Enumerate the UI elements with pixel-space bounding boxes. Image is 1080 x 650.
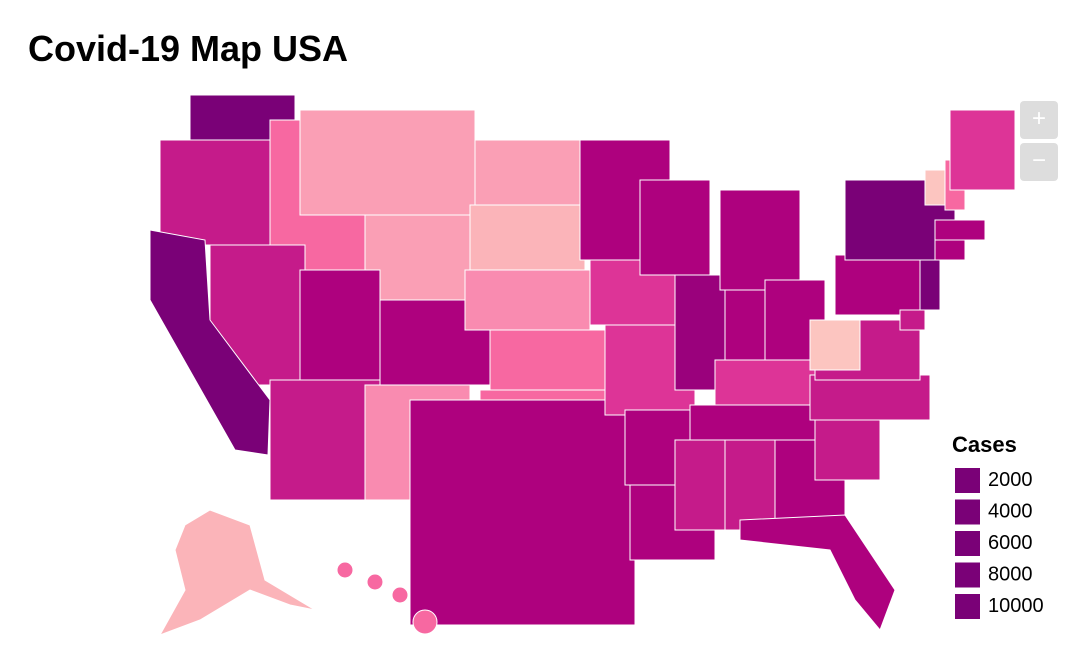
legend-swatch (955, 499, 980, 525)
state (934, 219, 986, 241)
state (809, 319, 861, 371)
state (934, 239, 966, 261)
state (689, 404, 831, 446)
state (299, 269, 381, 381)
legend-swatch (955, 562, 980, 588)
zoom-in-button[interactable]: + (1020, 101, 1058, 139)
legend-label: 4000 (988, 500, 1033, 522)
legend-label: 8000 (988, 563, 1033, 585)
legend-title: Cases (952, 432, 1017, 457)
state (724, 439, 776, 531)
state (469, 204, 586, 276)
state (834, 254, 926, 316)
state (714, 359, 826, 406)
state (149, 229, 271, 456)
state (391, 586, 409, 604)
state (269, 379, 381, 501)
state (949, 109, 1016, 191)
legend-label: 6000 (988, 532, 1033, 554)
legend-swatch (955, 531, 980, 556)
state (364, 214, 476, 301)
page-title: Covid-19 Map USA (28, 28, 349, 69)
legend-swatch (955, 594, 980, 619)
state (719, 189, 801, 291)
state (336, 561, 354, 579)
state (489, 329, 606, 391)
state (159, 139, 286, 246)
state (899, 309, 926, 331)
zoom-out-button[interactable]: − (1020, 143, 1058, 181)
state (814, 414, 881, 481)
state (299, 109, 476, 216)
state (464, 269, 591, 331)
state (366, 573, 384, 591)
state (158, 509, 316, 636)
state (739, 514, 896, 631)
state (412, 609, 438, 635)
legend: 2000 4000 6000 8000 10000 (955, 468, 1044, 619)
state (924, 169, 946, 206)
state (674, 439, 726, 531)
legend-swatch (955, 468, 980, 493)
state (474, 139, 581, 206)
state (809, 374, 931, 421)
state (639, 179, 711, 276)
legend-label: 10000 (988, 595, 1044, 617)
state (919, 259, 941, 311)
state (409, 399, 636, 626)
states (149, 94, 1016, 636)
legend-label: 2000 (988, 469, 1033, 491)
